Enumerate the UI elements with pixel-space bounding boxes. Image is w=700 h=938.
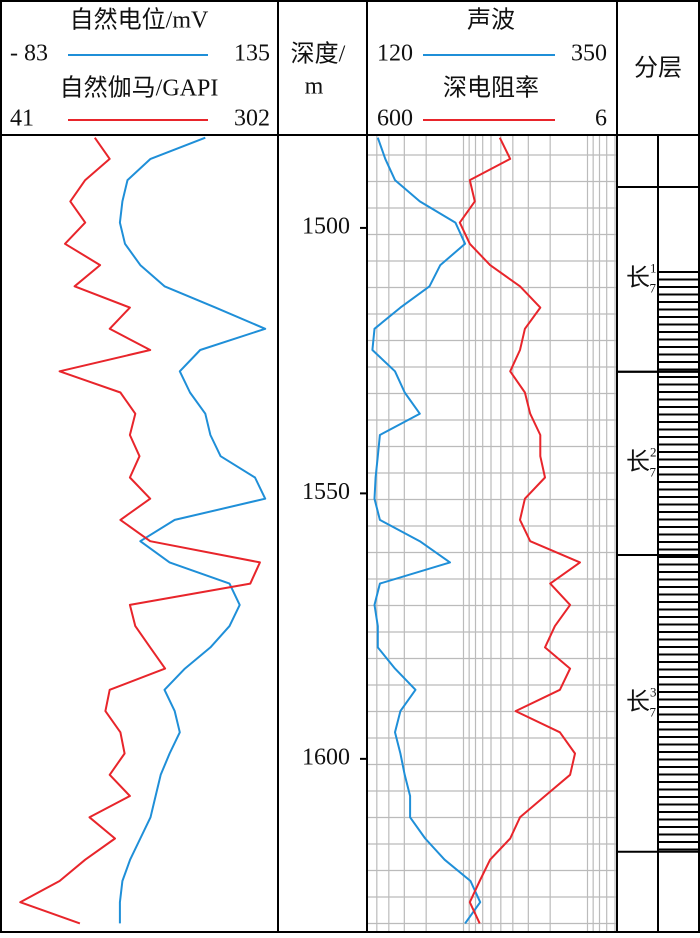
- layer-sub: 7: [650, 464, 657, 479]
- layer-sup: 1: [650, 260, 657, 275]
- depth-title: m: [305, 74, 324, 100]
- layer-name: 长: [626, 448, 650, 475]
- y-tick-label: 1600: [302, 744, 350, 770]
- legend-label: 自然伽马/GAPI: [60, 75, 219, 102]
- layer-title: 分层: [634, 55, 682, 82]
- x-tick-label: - 83: [10, 41, 48, 67]
- x-tick-label: 120: [377, 41, 413, 67]
- x-tick-label: 302: [234, 106, 270, 132]
- layer-sup: 2: [650, 444, 657, 459]
- layer-sub: 7: [650, 280, 657, 295]
- layer-label: 长2 7: [626, 444, 657, 479]
- layer-sub: 7: [650, 704, 657, 719]
- log-curve: [371, 137, 482, 924]
- x-tick-label: 6: [595, 106, 607, 132]
- log-curve: [19, 137, 261, 925]
- y-tick-label: 1550: [302, 479, 350, 505]
- x-tick-label: 41: [10, 106, 34, 132]
- log-curve: [118, 136, 267, 924]
- depth-title: 深度/: [291, 41, 346, 68]
- layer-name: 长: [626, 688, 650, 715]
- legend-label: 声波: [467, 7, 515, 34]
- layer-label: 长3 7: [626, 684, 657, 719]
- legend-label: 自然电位/mV: [70, 7, 209, 34]
- x-tick-label: 600: [377, 106, 413, 132]
- log-curve: [458, 137, 581, 924]
- layer-name: 长: [626, 264, 650, 291]
- layer-sup: 3: [650, 684, 657, 699]
- x-tick-label: 350: [571, 41, 607, 67]
- layer-label: 长1 7: [626, 260, 657, 295]
- y-tick-label: 1500: [302, 213, 350, 239]
- legend-label: 深电阻率: [443, 75, 539, 102]
- x-tick-label: 135: [234, 41, 270, 67]
